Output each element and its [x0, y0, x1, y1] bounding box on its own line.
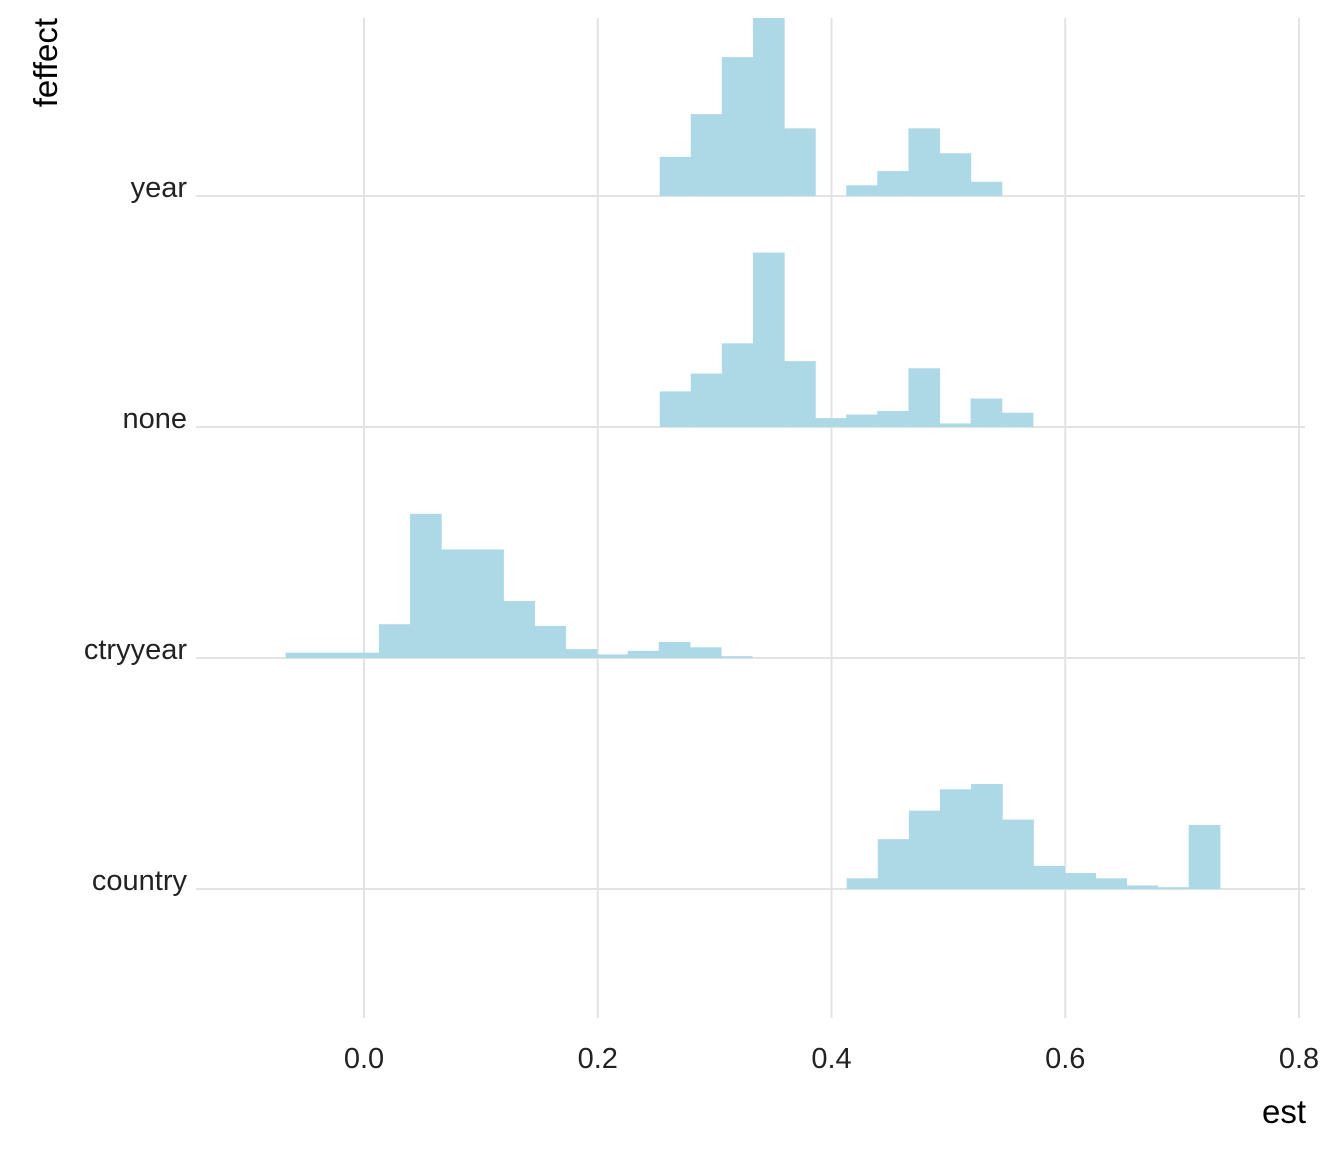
bar-none-10: [970, 398, 1003, 427]
axis-labels: year none ctryyear country 0.0 0.2 0.4 0.6 0.8: [84, 172, 1319, 1075]
bar-country-10: [1157, 887, 1190, 889]
bar-country-5: [1002, 819, 1034, 889]
bar-none-4: [784, 361, 816, 427]
bar-none-0: [659, 391, 692, 427]
bar-year-0: [659, 156, 692, 196]
histogram-year: [659, 18, 1003, 196]
bar-year-3: [752, 18, 785, 196]
bar-country-2: [908, 810, 941, 889]
bar-year-4: [784, 128, 816, 196]
histogram-none: [659, 252, 1034, 427]
bar-year-6: [846, 185, 878, 196]
bar-ctryyear-3: [378, 624, 411, 658]
bar-country-0: [846, 878, 879, 889]
bar-none-9: [939, 423, 972, 427]
bar-none-8: [908, 368, 941, 427]
bar-none-2: [721, 343, 754, 427]
histogram-country: [846, 783, 1221, 889]
bar-year-9: [939, 153, 972, 196]
bar-ctryyear-9: [565, 649, 598, 658]
bar-ctryyear-0: [285, 652, 318, 658]
bar-ctryyear-2: [347, 652, 380, 658]
x-tick-label-4: 0.8: [1279, 1043, 1319, 1075]
bar-none-6: [846, 414, 878, 427]
bar-country-3: [939, 789, 972, 889]
bar-year-8: [908, 128, 941, 196]
x-tick-label-2: 0.4: [811, 1043, 851, 1075]
bar-year-10: [970, 181, 1003, 196]
bar-country-6: [1033, 865, 1065, 889]
bar-ctryyear-8: [534, 625, 567, 658]
bar-country-11: [1188, 824, 1221, 889]
bar-none-3: [752, 252, 785, 427]
bar-none-5: [815, 418, 847, 427]
y-tick-label-year: year: [131, 172, 188, 204]
bar-none-7: [877, 410, 910, 427]
bar-ctryyear-10: [596, 654, 629, 658]
histogram-bars: [285, 18, 1221, 889]
bar-ctryyear-6: [472, 549, 504, 658]
bar-country-8: [1095, 878, 1128, 889]
bar-country-1: [877, 839, 910, 889]
bar-country-4: [971, 783, 1003, 889]
bar-none-11: [1001, 412, 1034, 427]
y-axis-title: feffect: [27, 18, 64, 107]
histogram-ctryyear: [285, 513, 753, 658]
bar-country-7: [1064, 872, 1097, 889]
y-tick-label-ctryyear: ctryyear: [84, 634, 187, 666]
bar-year-7: [877, 171, 910, 196]
bar-none-1: [690, 373, 723, 427]
bar-ctryyear-7: [503, 601, 536, 658]
bar-ctryyear-13: [689, 647, 722, 658]
x-axis-title: est: [1262, 1093, 1306, 1130]
bar-ctryyear-1: [316, 652, 349, 658]
bar-ctryyear-5: [441, 549, 473, 658]
bar-year-1: [690, 114, 723, 196]
x-tick-label-1: 0.2: [578, 1043, 618, 1075]
bar-year-2: [721, 57, 754, 196]
bar-country-9: [1126, 885, 1159, 889]
bar-ctryyear-11: [627, 650, 660, 658]
y-tick-label-none: none: [122, 403, 187, 435]
x-tick-label-0: 0.0: [344, 1043, 384, 1075]
bar-ctryyear-14: [720, 656, 753, 658]
bar-ctryyear-4: [410, 513, 442, 658]
bar-ctryyear-12: [658, 641, 691, 658]
y-tick-label-country: country: [92, 865, 188, 897]
x-tick-label-3: 0.6: [1045, 1043, 1085, 1075]
